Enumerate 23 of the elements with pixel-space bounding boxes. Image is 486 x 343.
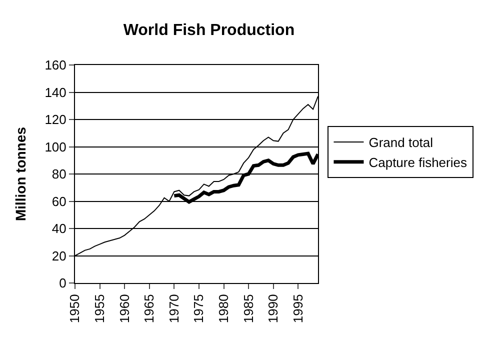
x-tick-label: 1970: [166, 294, 182, 324]
legend-label: Capture fisheries: [368, 154, 468, 170]
x-tick-label: 1965: [142, 294, 157, 324]
y-tick-label: 100: [44, 139, 66, 154]
legend-label: Grand total: [368, 135, 434, 150]
x-tick-label: 1975: [191, 294, 206, 324]
y-tick-label: 120: [44, 112, 66, 128]
x-tick-label: 1955: [92, 294, 108, 324]
y-tick-label: 20: [52, 248, 66, 264]
x-tick-label: 1995: [290, 294, 306, 324]
y-tick-label: 40: [52, 221, 66, 236]
y-tick-label: 140: [44, 84, 66, 100]
x-tick-label: 1950: [67, 294, 82, 324]
x-tick-label: 1980: [216, 294, 232, 324]
y-tick-label: 80: [52, 166, 66, 182]
y-tick-label: 0: [59, 276, 66, 291]
chart-title: World Fish Production: [123, 22, 295, 40]
x-tick-label: 1960: [116, 294, 132, 324]
x-tick-label: 1985: [240, 294, 256, 324]
y-axis-title: Million tonnes: [12, 126, 28, 222]
x-tick-label: 1990: [266, 294, 281, 324]
y-tick-label: 160: [44, 58, 66, 73]
y-tick-label: 60: [52, 194, 66, 209]
